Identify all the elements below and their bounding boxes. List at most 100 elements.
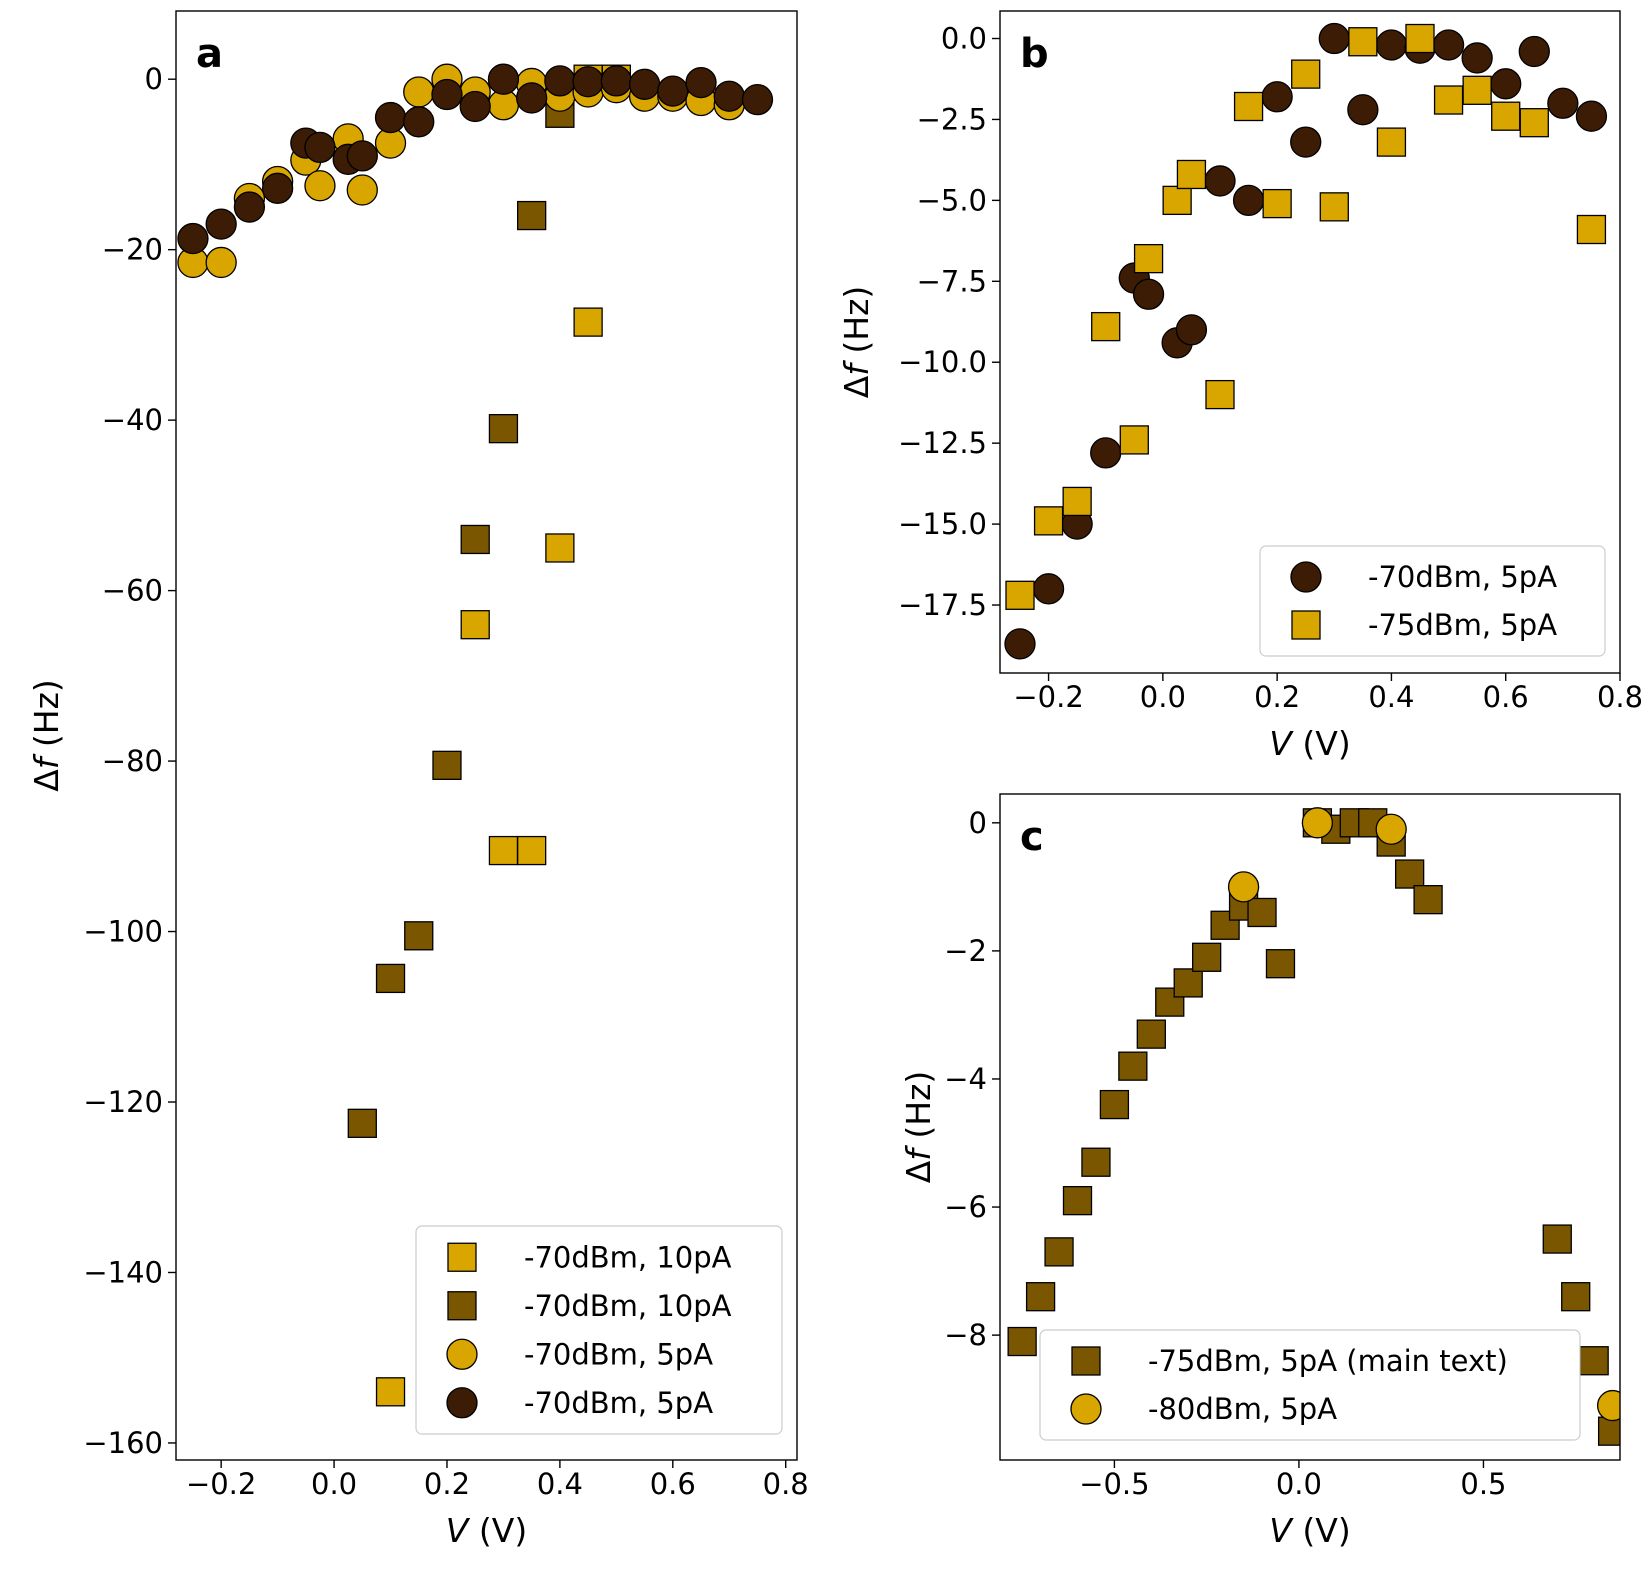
data-point-b-s1-19 — [1519, 108, 1549, 138]
legend-entry-a-0: -70dBm, 10pA — [524, 1240, 732, 1274]
data-point-b-s1-14 — [1376, 127, 1407, 157]
data-point-a-s3-0 — [177, 222, 209, 255]
data-point-a-s3-21 — [741, 83, 774, 116]
data-point-b-s1-5 — [1133, 243, 1164, 274]
data-point-b-s0-14 — [1375, 29, 1408, 61]
x-tick-label-b-5: 0.8 — [1597, 680, 1643, 714]
legend-marker-c-1 — [1070, 1393, 1102, 1425]
data-point-a-s3-11 — [459, 90, 491, 123]
y-tick-label-a-1: −20 — [102, 233, 163, 267]
x-tick-label-a-4: 0.6 — [650, 1467, 696, 1501]
data-point-b-s0-17 — [1461, 42, 1493, 74]
plot-area-c — [1007, 807, 1620, 1446]
data-point-b-s0-1 — [1032, 573, 1065, 605]
data-point-b-s0-5 — [1132, 278, 1165, 310]
data-point-b-s1-10 — [1262, 188, 1292, 219]
data-point-c-s0-9 — [1173, 968, 1203, 998]
data-point-c-s0-4 — [1081, 1147, 1111, 1177]
data-point-a-s1-0 — [347, 1108, 377, 1138]
y-tick-label-b-6: −15.0 — [898, 507, 987, 541]
legend-entry-c-1: -80dBm, 5pA — [1148, 1392, 1337, 1426]
data-point-b-s1-17 — [1462, 75, 1492, 105]
axes-frame-c — [999, 793, 1621, 1461]
data-point-a-s2-7 — [346, 174, 378, 206]
data-point-c-s0-2 — [1044, 1237, 1074, 1267]
data-point-a-s0-0 — [375, 1377, 406, 1407]
x-tick-label-b-2: 0.2 — [1254, 680, 1300, 714]
y-tick-label-a-6: −120 — [83, 1085, 163, 1119]
y-tick-label-b-0: 0.0 — [941, 22, 987, 56]
data-point-b-s0-9 — [1232, 184, 1265, 217]
axes-frame-a — [175, 10, 798, 1461]
data-point-b-s1-18 — [1491, 101, 1521, 131]
data-point-b-s0-8 — [1204, 165, 1236, 197]
panel-c: −0.5 0.0 0.5 0 −2 −4 −6 −8 V (V) Δf (Hz) c -75dBm, … — [899, 793, 1621, 1550]
data-point-a-s3-14 — [544, 65, 576, 97]
data-point-a-s0-3 — [517, 835, 547, 866]
x-tick-label-a-1: 0.0 — [311, 1467, 357, 1501]
y-tick-label-a-4: −80 — [102, 744, 163, 778]
data-point-a-s3-13 — [516, 82, 548, 114]
legend-marker-a-1 — [447, 1291, 477, 1321]
data-point-a-s1-3 — [432, 750, 462, 780]
data-point-c-s1-3 — [1596, 1389, 1620, 1422]
data-point-a-s2-9 — [403, 76, 435, 108]
y-axis-label-a: Δf (Hz) — [27, 679, 66, 792]
data-point-a-s0-1 — [460, 610, 490, 640]
data-point-b-s0-18 — [1490, 68, 1522, 100]
legend-marker-b-0 — [1290, 561, 1322, 593]
data-point-b-s0-13 — [1347, 94, 1379, 126]
y-tick-label-a-0: 0 — [145, 62, 163, 96]
data-point-b-s1-20 — [1576, 214, 1607, 245]
data-point-c-s0-3 — [1062, 1185, 1093, 1216]
data-point-a-s0-5 — [573, 307, 603, 337]
legend-box-a — [415, 1225, 783, 1435]
panel-label-a: a — [196, 31, 223, 77]
data-point-a-s3-2 — [233, 191, 266, 223]
panel-label-c: c — [1020, 814, 1044, 860]
data-point-a-s3-15 — [572, 66, 604, 98]
data-point-c-s0-1 — [1025, 1282, 1056, 1312]
data-point-a-s3-19 — [685, 66, 717, 99]
legend-entry-a-2: -70dBm, 5pA — [524, 1337, 713, 1371]
x-tick-label-a-2: 0.2 — [424, 1467, 470, 1501]
legend-entry-b-0: -70dBm, 5pA — [1368, 560, 1557, 594]
y-tick-label-c-4: −8 — [944, 1318, 987, 1352]
y-tick-label-c-3: −6 — [944, 1190, 987, 1224]
legend-marker-a-0 — [447, 1242, 477, 1272]
x-tick-label-b-0: −0.2 — [1013, 680, 1083, 714]
data-point-c-s1-0 — [1227, 871, 1260, 903]
data-point-c-s0-5 — [1099, 1089, 1130, 1120]
data-point-a-s3-16 — [600, 65, 632, 97]
data-point-b-s1-9 — [1233, 91, 1264, 122]
y-tick-label-a-2: −40 — [102, 403, 163, 437]
data-point-a-s3-5 — [304, 131, 336, 164]
x-tick-label-a-3: 0.4 — [537, 1467, 583, 1501]
data-point-a-s3-1 — [205, 208, 237, 240]
data-point-a-s1-1 — [375, 963, 406, 994]
legend-marker-a-3 — [446, 1387, 478, 1419]
data-point-b-s1-6 — [1162, 185, 1192, 216]
data-point-a-s1-4 — [460, 524, 490, 555]
legend-b: -70dBm, 5pA -75dBm, 5pA — [1259, 545, 1606, 657]
legend-marker-c-0 — [1071, 1346, 1101, 1376]
data-point-c-s0-14 — [1265, 949, 1296, 979]
legend-entry-a-1: -70dBm, 10pA — [524, 1289, 732, 1323]
x-tick-label-b-4: 0.6 — [1483, 680, 1529, 714]
y-axis-label-b: Δf (Hz) — [837, 286, 876, 399]
data-point-a-s2-5 — [304, 170, 336, 202]
y-tick-label-a-5: −100 — [83, 915, 163, 949]
data-point-b-s0-3 — [1090, 437, 1122, 469]
x-tick-label-b-1: 0.0 — [1140, 680, 1186, 714]
y-tick-label-a-7: −140 — [83, 1255, 163, 1289]
data-point-a-s1-6 — [517, 200, 547, 231]
axes-frame-b — [999, 10, 1621, 674]
y-tick-label-b-3: −7.5 — [917, 264, 987, 298]
data-point-a-s3-18 — [657, 75, 689, 107]
data-point-a-s3-12 — [487, 63, 520, 95]
data-point-b-s0-12 — [1318, 22, 1350, 55]
panel-a: −0.2 0.0 0.2 0.4 0.6 0.8 0 −20 −40 −60 −80 −100 −120… — [27, 10, 809, 1550]
y-tick-label-b-7: −17.5 — [898, 588, 987, 622]
data-point-c-s0-10 — [1192, 942, 1222, 972]
